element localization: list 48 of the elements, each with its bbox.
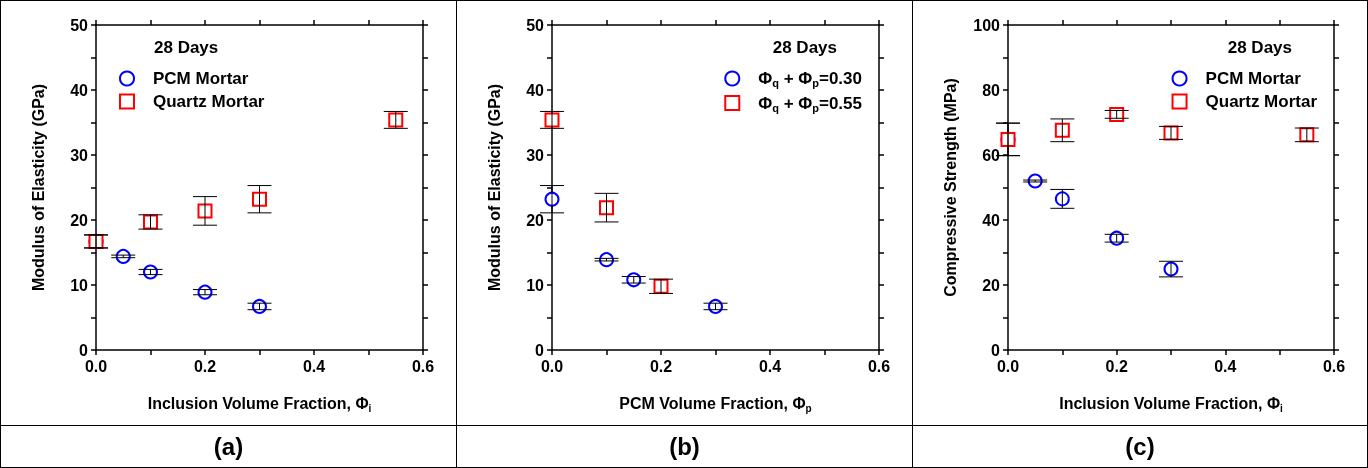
point bbox=[1054, 191, 1070, 207]
legend-label: PCM Mortar bbox=[153, 69, 249, 88]
x-tick-label: 0.6 bbox=[1322, 357, 1346, 375]
y-axis-title: Compressive Strength (MPa) bbox=[941, 78, 959, 297]
legend-title: 28 Days bbox=[154, 38, 219, 57]
x-tick-label: 0.4 bbox=[1214, 357, 1237, 375]
y-tick-label: 20 bbox=[982, 276, 1001, 294]
y-tick-label: 0 bbox=[991, 341, 1001, 359]
y-tick-label: 60 bbox=[982, 146, 1001, 164]
y-tick-label: 10 bbox=[70, 276, 89, 294]
y-tick-label: 20 bbox=[526, 211, 545, 229]
y-tick-label: 40 bbox=[70, 81, 89, 99]
y-tick-label: 40 bbox=[982, 211, 1001, 229]
x-tick-label: 0.0 bbox=[84, 357, 108, 375]
y-axis-title: Modulus of Elasticity (GPa) bbox=[485, 83, 503, 292]
x-tick-label: 0.4 bbox=[758, 357, 782, 375]
text: (c) bbox=[1125, 432, 1155, 461]
x-tick-label: 0.0 bbox=[540, 357, 564, 375]
legend-title: 28 Days bbox=[1227, 38, 1293, 57]
y-tick-label: 0 bbox=[535, 341, 545, 359]
y-tick-label: 40 bbox=[526, 81, 545, 99]
y-tick-label: 10 bbox=[526, 276, 545, 294]
text: (a) bbox=[213, 432, 244, 461]
point bbox=[599, 200, 614, 216]
y-tick-label: 30 bbox=[526, 146, 545, 164]
y-tick-label: 100 bbox=[973, 16, 1001, 34]
legend-label: Quartz Mortar bbox=[1205, 92, 1318, 111]
legend-label: Quartz Mortar bbox=[153, 92, 265, 111]
y-tick-label: 50 bbox=[526, 16, 545, 34]
text: (b) bbox=[669, 432, 700, 461]
x-tick-label: 0.6 bbox=[867, 357, 891, 375]
y-tick-label: 0 bbox=[79, 341, 89, 359]
x-tick-label: 0.2 bbox=[193, 357, 217, 375]
y-tick-label: 50 bbox=[70, 16, 89, 34]
point bbox=[252, 191, 267, 207]
legend-title: 28 Days bbox=[772, 38, 838, 57]
y-tick-label: 80 bbox=[982, 81, 1001, 99]
point bbox=[1054, 122, 1070, 138]
point bbox=[388, 112, 404, 128]
y-tick-label: 30 bbox=[70, 146, 89, 164]
x-tick-label: 0.2 bbox=[1105, 357, 1128, 375]
legend-label: PCM Mortar bbox=[1205, 69, 1302, 88]
y-axis-title: Modulus of Elasticity (GPa) bbox=[29, 83, 47, 292]
x-tick-label: 0.0 bbox=[996, 357, 1020, 375]
x-tick-label: 0.6 bbox=[411, 357, 435, 375]
y-tick-label: 20 bbox=[70, 211, 89, 229]
x-tick-label: 0.2 bbox=[649, 357, 673, 375]
x-tick-label: 0.4 bbox=[302, 357, 326, 375]
